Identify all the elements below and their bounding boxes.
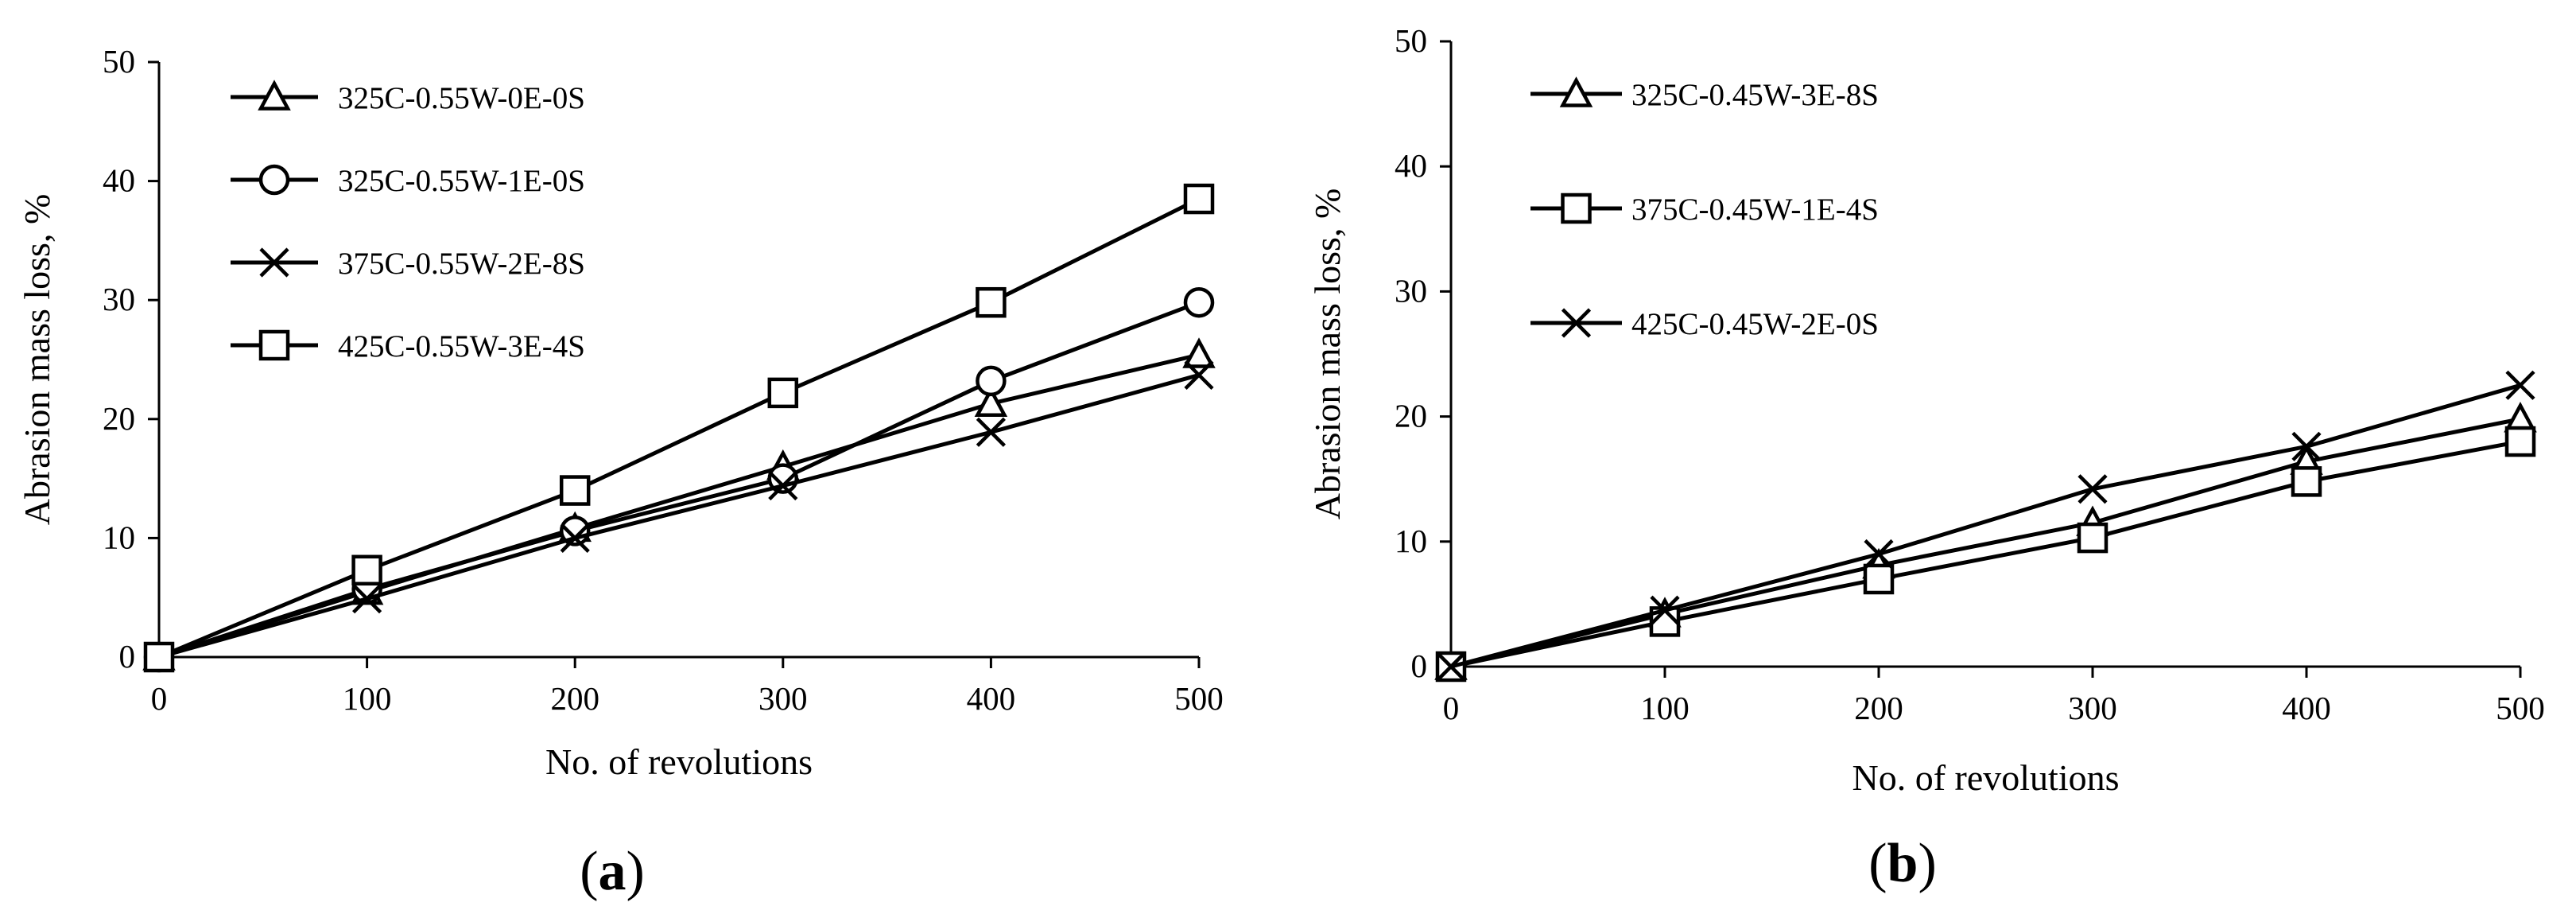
legend: 325C-0.45W-3E-8S 375C-0.45W-1E-4S 425C-0.4… bbox=[1530, 76, 1879, 341]
data-point-square bbox=[143, 641, 175, 673]
x-tick-label: 100 bbox=[343, 680, 392, 717]
x-tick-label: 0 bbox=[1443, 690, 1460, 726]
y-tick-label: 50 bbox=[1395, 22, 1427, 59]
x-axis-title: No. of revolutions bbox=[1852, 757, 2119, 798]
y-tick-label: 10 bbox=[1395, 523, 1427, 559]
legend-marker-triangle bbox=[1559, 76, 1593, 107]
legend-label: 375C-0.55W-2E-8S bbox=[338, 247, 585, 281]
data-point-square bbox=[1863, 563, 1895, 595]
x-tick-label: 400 bbox=[967, 680, 1016, 717]
data-point-circle bbox=[976, 365, 1007, 397]
series-line bbox=[158, 373, 1200, 659]
x-tick-label: 200 bbox=[550, 680, 599, 717]
data-point-square bbox=[2077, 522, 2109, 554]
series-375C-0.45W-1E-4S bbox=[1435, 426, 2536, 683]
y-tick-label: 50 bbox=[103, 43, 135, 80]
data-point-x bbox=[560, 523, 590, 553]
x-tick-label: 0 bbox=[151, 680, 168, 717]
legend-marker-x bbox=[259, 247, 289, 278]
legend-marker-square bbox=[258, 329, 290, 361]
series-line bbox=[1450, 383, 2521, 669]
legend-marker-square bbox=[1561, 193, 1592, 224]
series-line bbox=[158, 300, 1200, 659]
y-tick-label: 30 bbox=[1395, 272, 1427, 309]
data-point-x bbox=[2077, 474, 2108, 504]
series-325C-0.45W-3E-8S bbox=[1434, 402, 2537, 680]
data-point-x bbox=[1864, 539, 1894, 570]
series-line bbox=[1450, 439, 2521, 669]
data-point-square bbox=[976, 286, 1007, 318]
y-tick-label: 20 bbox=[103, 400, 135, 437]
legend-marker-circle bbox=[258, 164, 290, 196]
legend-label: 425C-0.55W-3E-4S bbox=[338, 329, 585, 364]
panel-label: (b) bbox=[1868, 833, 1937, 894]
panel-label: (a) bbox=[580, 841, 645, 902]
legend-label: 325C-0.55W-1E-0S bbox=[338, 164, 585, 198]
legend-marker-x bbox=[1561, 308, 1592, 338]
x-tick-label: 500 bbox=[2496, 690, 2545, 726]
x-axis-title: No. of revolutions bbox=[545, 741, 813, 782]
data-point-square bbox=[2504, 426, 2536, 457]
legend-label: 425C-0.45W-2E-0S bbox=[1631, 307, 1879, 341]
data-point-x bbox=[352, 584, 382, 614]
y-axis-title: Abrasion mass loss, % bbox=[17, 194, 57, 526]
y-axis-title: Abrasion mass loss, % bbox=[1307, 189, 1348, 520]
legend-marker-triangle bbox=[258, 80, 291, 111]
x-tick-label: 500 bbox=[1174, 680, 1224, 717]
y-tick-label: 40 bbox=[1395, 147, 1427, 184]
legend-label: 325C-0.45W-3E-8S bbox=[1631, 78, 1879, 112]
series-line bbox=[1450, 417, 2521, 669]
x-tick-label: 300 bbox=[2068, 690, 2117, 726]
legend-label: 375C-0.45W-1E-4S bbox=[1631, 193, 1879, 227]
data-point-x bbox=[976, 417, 1006, 447]
data-point-x bbox=[1436, 651, 1466, 682]
data-point-x bbox=[2291, 431, 2322, 461]
data-point-triangle bbox=[1182, 337, 1216, 368]
data-point-square bbox=[559, 475, 591, 506]
data-point-triangle bbox=[974, 386, 1008, 418]
x-tick-label: 300 bbox=[758, 680, 808, 717]
y-tick-label: 0 bbox=[1411, 648, 1428, 684]
y-tick-label: 10 bbox=[103, 519, 135, 555]
data-point-x bbox=[1184, 360, 1214, 391]
y-tick-label: 20 bbox=[1395, 398, 1427, 434]
x-tick-label: 400 bbox=[2282, 690, 2331, 726]
data-point-circle bbox=[1183, 286, 1215, 318]
data-point-square bbox=[351, 554, 382, 586]
series-375C-0.55W-2E-8S bbox=[144, 360, 1214, 672]
y-tick-label: 0 bbox=[119, 638, 136, 675]
legend-label: 325C-0.55W-0E-0S bbox=[338, 81, 585, 115]
series-425C-0.45W-2E-0S bbox=[1436, 370, 2535, 682]
data-point-square bbox=[2291, 466, 2322, 497]
data-point-x bbox=[1650, 595, 1680, 625]
x-tick-label: 200 bbox=[1854, 690, 1903, 726]
y-tick-label: 40 bbox=[103, 162, 135, 199]
series-425C-0.55W-3E-4S bbox=[143, 183, 1215, 673]
series-line bbox=[158, 196, 1201, 659]
data-point-square bbox=[767, 377, 799, 409]
data-point-x bbox=[768, 470, 798, 501]
data-point-square bbox=[1183, 183, 1215, 215]
legend: 325C-0.55W-0E-0S 325C-0.55W-1E-0S 375C-0.5… bbox=[231, 80, 585, 364]
y-tick-label: 30 bbox=[103, 281, 135, 317]
x-tick-label: 100 bbox=[1640, 690, 1690, 726]
data-point-x bbox=[2505, 370, 2535, 400]
